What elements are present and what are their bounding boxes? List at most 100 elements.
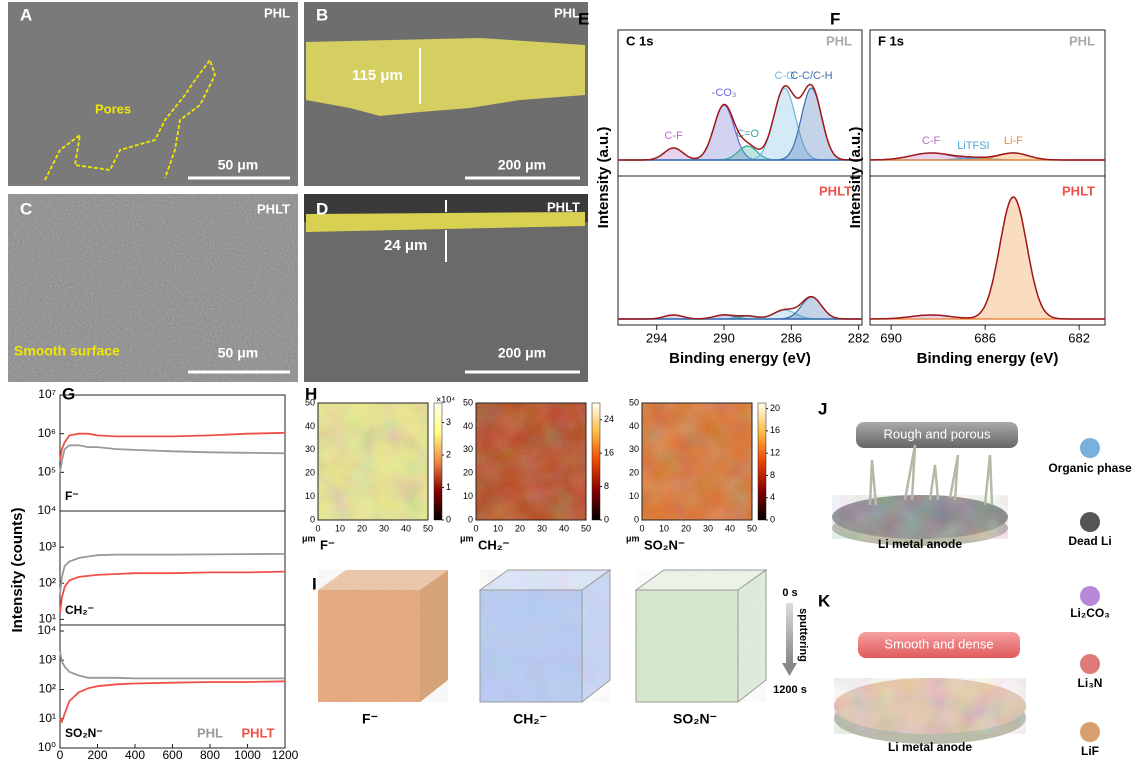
x-tick-label: 290	[713, 330, 735, 345]
axis-unit: μm	[626, 533, 640, 543]
map-frame	[641, 402, 753, 521]
ion-label: SO₂N⁻	[65, 726, 103, 740]
panel-letter: F	[830, 9, 840, 28]
time-label: 1200 s	[773, 684, 807, 696]
colorbar-label: 4	[770, 492, 775, 502]
scale-label: 200 μm	[498, 157, 546, 173]
panel-c: C PHLT Smooth surface 50 μm	[8, 194, 298, 382]
y-tick-label: 10⁰	[38, 740, 56, 754]
cube	[318, 570, 448, 702]
banner-label: Rough and porous	[884, 426, 991, 441]
scale-label: 200 μm	[498, 345, 546, 361]
time-label: 0 s	[782, 587, 797, 599]
y-tick-label: 50	[463, 397, 473, 407]
panel-b: 115 μm B PHL 200 μm	[304, 2, 588, 186]
map-speckle	[476, 403, 586, 520]
legend-label: Li₂CO₃	[1070, 606, 1110, 620]
peak-label: C-F	[664, 130, 683, 142]
plot-frame	[617, 29, 863, 326]
colorbar-label: 8	[770, 470, 775, 480]
y-axis-label: Intensity (a.u.)	[595, 127, 612, 229]
y-axis-label: Intensity (a.u.)	[847, 127, 864, 229]
core-level: C 1s	[626, 33, 653, 48]
y-tick-label: 10	[629, 491, 639, 501]
sample-tag: PHL	[264, 5, 290, 20]
annotation: Pores	[95, 101, 131, 116]
legend-label: Li₃N	[1078, 676, 1103, 690]
profile-line	[59, 680, 286, 724]
sample-tag: PHL	[554, 5, 580, 20]
annotation: Smooth surface	[14, 343, 120, 359]
panel-letter: J	[818, 399, 827, 418]
ion-label: SO₂N⁻	[673, 711, 717, 727]
x-tick-label: 1000	[234, 748, 261, 761]
y-tick-label: 40	[463, 421, 473, 431]
sem-texture	[8, 194, 298, 382]
anode-label: Li metal anode	[888, 740, 972, 754]
x-tick-label: 30	[703, 523, 713, 533]
x-axis-label: Binding energy (eV)	[669, 350, 811, 367]
colorbar-label: 16	[770, 425, 780, 435]
core-level: F 1s	[878, 33, 904, 48]
y-tick-label: 30	[305, 444, 315, 454]
peak-label: C-C/C-H	[790, 70, 832, 82]
y-tick-label: 0	[310, 514, 315, 524]
particle-layer	[832, 495, 1008, 539]
y-tick-label: 50	[305, 397, 315, 407]
colorbar-label: 2	[446, 449, 451, 459]
panel-letter: G	[62, 384, 75, 403]
x-tick-label: 20	[515, 523, 525, 533]
sputter-arrow-head	[782, 663, 797, 676]
colorbar	[757, 402, 767, 521]
x-tick-label: 10	[335, 523, 345, 533]
envelope	[870, 196, 1105, 320]
banner	[856, 422, 1018, 448]
colorbar-label: 0	[770, 514, 775, 524]
profile-line	[59, 431, 286, 461]
panel-letter: K	[818, 591, 831, 610]
x-tick-label: 600	[162, 748, 182, 761]
legend-label: PHL	[197, 725, 223, 740]
y-tick-label: 10¹	[39, 711, 56, 725]
sample-tag: PHLT	[1062, 183, 1095, 198]
colorbar-label: 12	[770, 448, 780, 458]
x-tick-label: 294	[646, 330, 668, 345]
x-tick-label: 20	[681, 523, 691, 533]
sample-tag: PHL	[1069, 33, 1095, 48]
y-tick-label: 10⁶	[38, 426, 56, 440]
legend-label: Organic phase	[1048, 461, 1132, 475]
y-tick-label: 10³	[39, 652, 56, 666]
x-tick-label: 40	[725, 523, 735, 533]
colorbar-label: 16	[604, 448, 614, 458]
y-tick-label: 40	[305, 421, 315, 431]
x-tick-label: 200	[87, 748, 107, 761]
panel-letter: H	[305, 384, 317, 403]
scale-label: 50 μm	[218, 157, 258, 173]
pore-outline	[44, 58, 216, 181]
y-tick-label: 0	[468, 514, 473, 524]
y-tick-label: 10²	[39, 682, 56, 696]
colorbar-label: 8	[604, 481, 609, 491]
x-tick-label: 282	[848, 330, 870, 345]
y-tick-label: 50	[629, 397, 639, 407]
colorbar-multiplier: ×10⁴	[436, 394, 455, 404]
panel-jk: J Rough and porous Li metal anode K Smoo…	[818, 399, 1132, 758]
x-tick-label: 50	[423, 523, 433, 533]
panel-i: I F⁻ CH₂⁻ SO₂N⁻ 0 s sputtering 1200 s	[312, 569, 809, 727]
envelope	[618, 83, 862, 161]
peak-label: C-O	[775, 70, 796, 82]
legend-label: Dead Li	[1068, 534, 1111, 548]
map-frame	[475, 402, 587, 521]
y-axis-label: Intensity (counts)	[9, 507, 26, 632]
panel-a: A PHL Pores 50 μm	[8, 2, 298, 186]
x-tick-label: 800	[200, 748, 220, 761]
cube	[478, 569, 612, 704]
panel-letter: E	[578, 9, 589, 28]
map-speckle	[642, 403, 752, 520]
y-tick-label: 10⁴	[37, 503, 56, 517]
profile-line	[59, 444, 286, 473]
y-tick-label: 40	[629, 421, 639, 431]
layer-overlay	[306, 38, 585, 116]
panel-letter: A	[20, 5, 32, 24]
